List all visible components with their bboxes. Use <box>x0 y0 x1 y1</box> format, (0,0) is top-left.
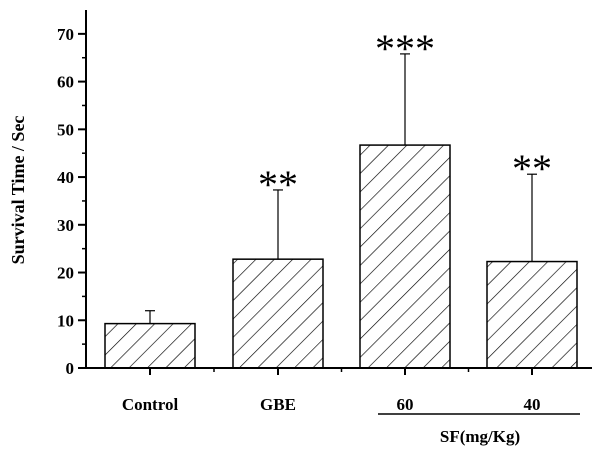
y-tick-label: 10 <box>57 311 74 330</box>
y-tick-label: 50 <box>57 120 74 139</box>
group-label: SF(mg/Kg) <box>440 427 520 446</box>
labels: Control GBE ** 60 *** 40 ** <box>122 26 552 414</box>
x-tick-label: Control <box>122 395 179 414</box>
x-tick-label: 40 <box>524 395 541 414</box>
x-tick-label: GBE <box>260 395 296 414</box>
y-axis-label: Survival Time / Sec <box>8 116 28 265</box>
y-tick-label: 40 <box>57 168 74 187</box>
bar-60 <box>359 144 451 369</box>
bar-control <box>104 322 196 369</box>
bar-gbe <box>232 258 324 369</box>
significance-marker: ** <box>258 162 298 207</box>
significance-marker: ** <box>512 146 552 191</box>
y-tick-label: 60 <box>57 73 74 92</box>
bar-40 <box>486 260 578 369</box>
y-tick-label: 30 <box>57 216 74 235</box>
y-tick-label: 0 <box>66 359 75 378</box>
y-tick-label: 20 <box>57 264 74 283</box>
y-tick-label: 70 <box>57 25 74 44</box>
x-tick-label: 60 <box>397 395 414 414</box>
bars <box>104 53 578 369</box>
significance-marker: *** <box>375 26 435 71</box>
